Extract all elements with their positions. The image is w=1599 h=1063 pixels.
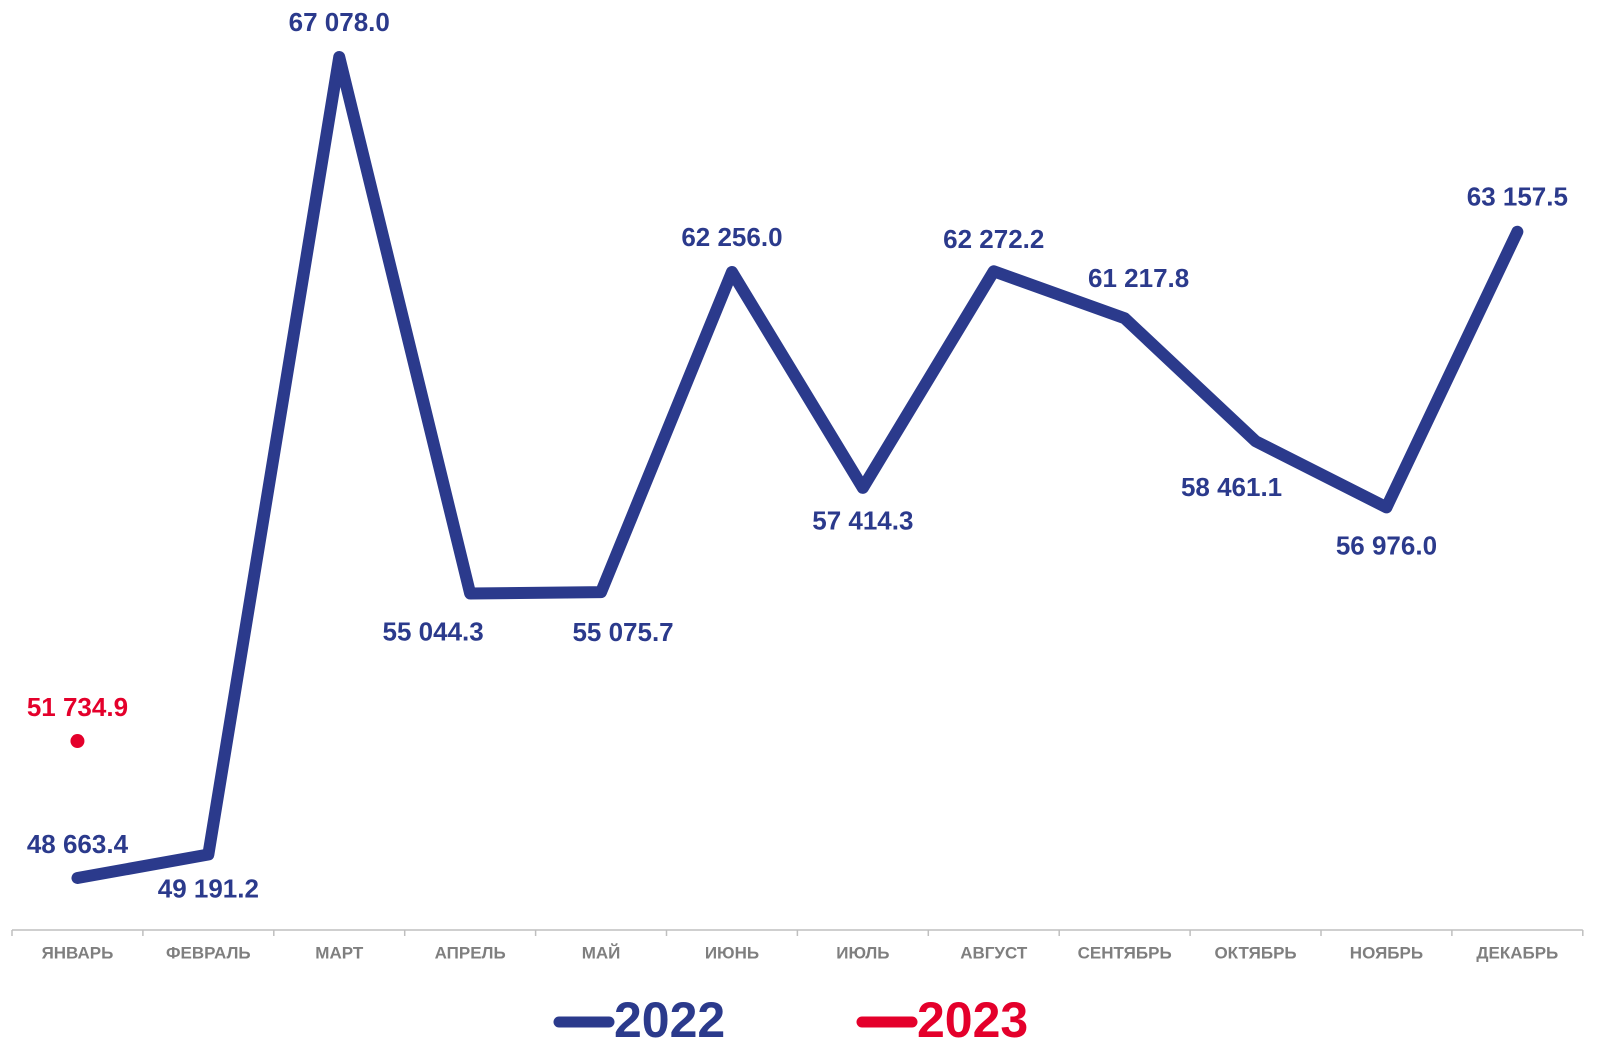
value-label: 63 157.5 [1467, 182, 1568, 212]
x-tick-label: ИЮНЬ [705, 943, 759, 962]
value-label: 62 272.2 [943, 224, 1044, 254]
x-tick-label: АВГУСТ [960, 943, 1028, 962]
value-label: 49 191.2 [158, 873, 259, 903]
value-label: 62 256.0 [681, 222, 782, 252]
value-label: 58 461.1 [1181, 472, 1282, 502]
line [71, 51, 1524, 884]
value-label: 56 976.0 [1336, 530, 1437, 560]
legend-label: 2023 [917, 992, 1028, 1048]
value-label: 55 044.3 [383, 616, 484, 646]
x-tick-label: НОЯБРЬ [1350, 943, 1423, 962]
x-tick-label: ФЕВРАЛЬ [166, 943, 251, 962]
x-tick-label: МАРТ [315, 943, 364, 962]
point [70, 734, 85, 749]
x-tick-label: ОКТЯБРЬ [1214, 943, 1296, 962]
x-tick-label: ИЮЛЬ [836, 943, 889, 962]
value-label: 67 078.0 [289, 7, 390, 37]
value-label: 55 075.7 [572, 617, 673, 647]
x-tick-label: МАЙ [582, 943, 621, 962]
value-label: 51 734.9 [27, 692, 128, 722]
value-label: 61 217.8 [1088, 263, 1189, 293]
x-tick-label: АПРЕЛЬ [435, 943, 506, 962]
legend-label: 2022 [614, 992, 725, 1048]
x-tick-label: СЕНТЯБРЬ [1078, 943, 1172, 962]
x-tick-label: ДЕКАБРЬ [1476, 943, 1558, 962]
x-tick-label: ЯНВАРЬ [42, 943, 114, 962]
value-label: 48 663.4 [27, 829, 129, 859]
value-label: 57 414.3 [812, 506, 913, 536]
